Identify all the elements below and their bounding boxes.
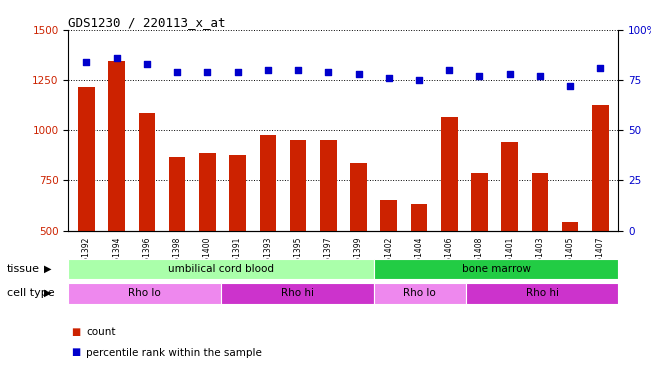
Bar bbox=[139, 113, 155, 331]
Bar bbox=[229, 155, 246, 331]
Point bbox=[353, 71, 364, 77]
Text: Rho lo: Rho lo bbox=[404, 288, 436, 298]
Bar bbox=[78, 87, 95, 331]
Text: ■: ■ bbox=[72, 327, 81, 337]
Point bbox=[142, 61, 152, 67]
Text: bone marrow: bone marrow bbox=[462, 264, 531, 274]
Bar bbox=[532, 174, 548, 331]
Text: count: count bbox=[86, 327, 115, 337]
Text: ■: ■ bbox=[72, 348, 81, 357]
Point bbox=[172, 69, 182, 75]
Point bbox=[595, 65, 605, 71]
Point bbox=[323, 69, 333, 75]
Point bbox=[202, 69, 213, 75]
Text: ▶: ▶ bbox=[44, 264, 52, 274]
Bar bbox=[109, 61, 125, 331]
Text: Rho lo: Rho lo bbox=[128, 288, 161, 298]
Bar bbox=[441, 117, 458, 331]
Point bbox=[262, 67, 273, 73]
Text: ▶: ▶ bbox=[44, 288, 52, 298]
Bar bbox=[471, 174, 488, 331]
Text: Rho hi: Rho hi bbox=[281, 288, 314, 298]
Point bbox=[505, 71, 515, 77]
Bar bbox=[260, 135, 276, 331]
Point bbox=[474, 73, 484, 79]
Bar bbox=[320, 140, 337, 331]
Text: umbilical cord blood: umbilical cord blood bbox=[168, 264, 274, 274]
Bar bbox=[592, 105, 609, 331]
Point bbox=[444, 67, 454, 73]
Bar bbox=[374, 259, 618, 279]
Bar bbox=[199, 153, 215, 331]
Text: GDS1230 / 220113_x_at: GDS1230 / 220113_x_at bbox=[68, 16, 226, 29]
Point bbox=[383, 75, 394, 81]
Point bbox=[111, 55, 122, 61]
Text: Rho hi: Rho hi bbox=[525, 288, 559, 298]
Bar bbox=[465, 283, 618, 304]
Bar bbox=[350, 164, 367, 331]
Bar bbox=[501, 142, 518, 331]
Bar bbox=[411, 204, 427, 331]
Text: tissue: tissue bbox=[7, 264, 40, 274]
Bar bbox=[221, 283, 374, 304]
Point bbox=[81, 59, 92, 65]
Point bbox=[534, 73, 545, 79]
Text: percentile rank within the sample: percentile rank within the sample bbox=[86, 348, 262, 357]
Bar bbox=[68, 283, 221, 304]
Point bbox=[414, 77, 424, 83]
Bar bbox=[562, 222, 578, 331]
Point bbox=[232, 69, 243, 75]
Point bbox=[293, 67, 303, 73]
Bar bbox=[380, 200, 397, 331]
Point bbox=[565, 83, 575, 89]
Bar bbox=[374, 283, 465, 304]
Text: cell type: cell type bbox=[7, 288, 54, 298]
Bar bbox=[169, 158, 186, 331]
Bar bbox=[68, 259, 374, 279]
Bar bbox=[290, 140, 307, 331]
